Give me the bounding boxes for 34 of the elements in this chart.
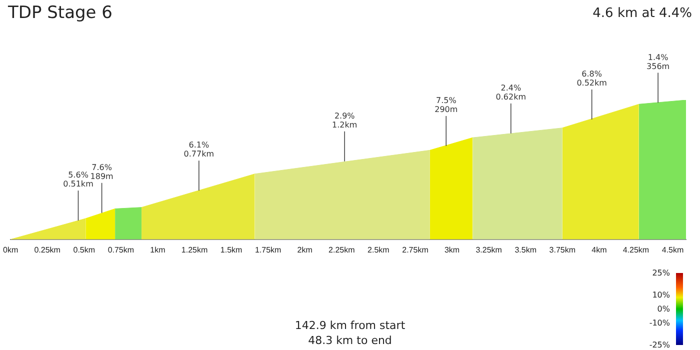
annotation: 6.8% 0.52km [576, 70, 608, 88]
color-bar-label: 10% [652, 290, 670, 300]
x-tick-label: 4.25km [622, 245, 650, 254]
x-tick-label: 3.25km [476, 245, 502, 254]
x-tick-label: 4.5km [662, 245, 684, 254]
annotation: 7.6% 189m [90, 162, 114, 181]
x-tick-label: 4km [592, 245, 608, 254]
x-tick-label: 2km [297, 245, 313, 254]
x-tick-label: 3.5km [514, 245, 537, 254]
annotation: 7.5% 290m [434, 96, 458, 114]
chart-subtitle: 4.6 km at 4.4% [592, 6, 692, 21]
annotation: 6.1% 0.77km [184, 140, 214, 159]
x-tick-label: 1km [150, 245, 166, 254]
x-tick-label: 2.25km [328, 245, 356, 254]
text: 142.9 km from start 48.3 km to end [294, 318, 406, 348]
x-tick-label: 0km [2, 245, 18, 254]
annotation: 1.4% 356m [646, 52, 670, 71]
x-tick-label: 0.5km [73, 245, 96, 254]
color-bar-label: 25% [652, 268, 670, 278]
x-tick-label: 2.5km [368, 245, 390, 254]
x-tick-label: 2.75km [402, 245, 429, 254]
annotation: 2.4% 0.62km [496, 83, 526, 102]
x-tick-label: 0.75km [108, 245, 134, 254]
x-tick-label: 1.5km [220, 245, 243, 254]
x-tick-label: 3km [444, 245, 460, 254]
x-tick-label: 0.25km [34, 245, 61, 254]
color-bar-label: -10% [649, 318, 670, 328]
annotation: 2.9% 1.2km [332, 111, 358, 130]
chart-title: TDP Stage 6 [8, 3, 112, 23]
color-bar-label: -25% [649, 340, 670, 350]
x-tick-label: 3.75km [549, 245, 576, 254]
x-tick-label: 1.75km [254, 245, 282, 254]
x-tick-label: 1.25km [181, 245, 208, 254]
color-bar-label: 0% [657, 304, 670, 314]
